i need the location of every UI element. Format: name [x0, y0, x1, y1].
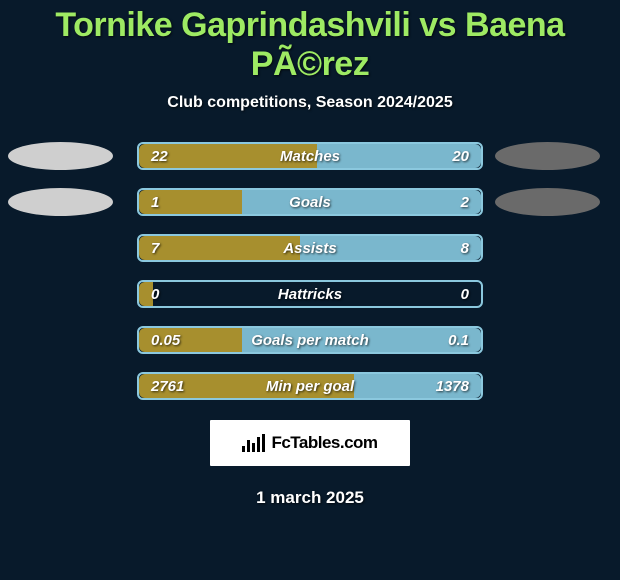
player1-value: 22 [151, 148, 168, 165]
logo-box[interactable]: FcTables.com [210, 420, 410, 466]
player1-value: 7 [151, 240, 159, 257]
stat-label: Goals per match [251, 332, 369, 349]
stat-bar: 2761 Min per goal 1378 [137, 372, 483, 400]
player2-value: 20 [452, 148, 469, 165]
logo-text: FcTables.com [271, 433, 377, 453]
stat-row: 0.05 Goals per match 0.1 [0, 326, 620, 354]
stats-area: 22 Matches 20 1 Goals 2 7 Assists 8 0 Hattricks 0 0.… [0, 142, 620, 400]
stat-row: 1 Goals 2 [0, 188, 620, 216]
player2-fill [242, 190, 481, 214]
player1-value: 2761 [151, 378, 184, 395]
player1-marker [8, 142, 113, 170]
stat-bar: 0.05 Goals per match 0.1 [137, 326, 483, 354]
container: Tornike Gaprindashvili vs Baena PÃ©rez C… [0, 0, 620, 580]
barchart-icon [242, 434, 265, 452]
player1-value: 0.05 [151, 332, 180, 349]
stat-label: Assists [283, 240, 336, 257]
player2-value: 1378 [436, 378, 469, 395]
stat-bar: 1 Goals 2 [137, 188, 483, 216]
stat-row: 7 Assists 8 [0, 234, 620, 262]
player2-marker [495, 142, 600, 170]
player2-value: 8 [461, 240, 469, 257]
stat-row: 2761 Min per goal 1378 [0, 372, 620, 400]
player1-value: 1 [151, 194, 159, 211]
player2-value: 0.1 [448, 332, 469, 349]
date-label: 1 march 2025 [256, 488, 364, 508]
stat-label: Hattricks [278, 286, 342, 303]
player2-value: 2 [461, 194, 469, 211]
stat-label: Matches [280, 148, 340, 165]
stat-label: Goals [289, 194, 331, 211]
stat-bar: 0 Hattricks 0 [137, 280, 483, 308]
player1-fill [139, 236, 300, 260]
page-title: Tornike Gaprindashvili vs Baena PÃ©rez [0, 6, 620, 84]
subtitle: Club competitions, Season 2024/2025 [167, 94, 452, 112]
stat-bar: 7 Assists 8 [137, 234, 483, 262]
player2-marker [495, 188, 600, 216]
player2-value: 0 [461, 286, 469, 303]
player1-marker [8, 188, 113, 216]
stat-bar: 22 Matches 20 [137, 142, 483, 170]
stat-label: Min per goal [266, 378, 354, 395]
stat-row: 0 Hattricks 0 [0, 280, 620, 308]
player1-value: 0 [151, 286, 159, 303]
stat-row: 22 Matches 20 [0, 142, 620, 170]
